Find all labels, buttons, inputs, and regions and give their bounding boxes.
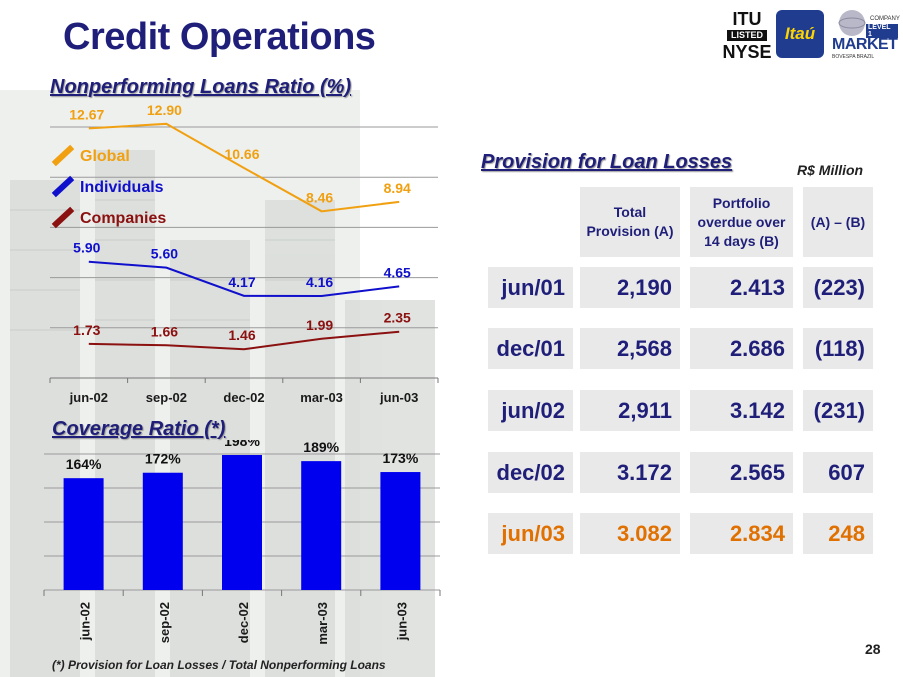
data-label: 189% <box>303 440 339 455</box>
row-total-provision: 3.172 <box>580 452 680 493</box>
legend-item: Global <box>51 144 130 167</box>
bar <box>380 472 421 590</box>
row-total-provision: 2,568 <box>580 328 680 369</box>
market-logo-line1: COMPANY <box>870 16 900 22</box>
data-label: 4.17 <box>228 274 255 290</box>
itau-logo: Itaú <box>776 10 824 58</box>
x-tick-label: mar-03 <box>315 602 330 645</box>
data-label: 172% <box>145 451 181 467</box>
coverage-chart-title: Coverage Ratio (*) <box>52 418 226 440</box>
nyse-logo-line1: ITU <box>732 8 762 29</box>
row-difference: (223) <box>803 267 873 308</box>
series-line <box>88 122 400 213</box>
data-label: 1.73 <box>73 322 100 338</box>
x-tick-label: sep-02 <box>157 602 172 643</box>
col-header-difference: (A) – (B) <box>803 187 873 257</box>
x-tick-label: jun-03 <box>379 390 418 405</box>
data-label: 8.94 <box>384 180 411 196</box>
legend-item: Companies <box>51 206 166 229</box>
legend-swatch <box>51 175 75 198</box>
market-logo-line3: MARKET <box>832 36 898 53</box>
x-tick-label: sep-02 <box>146 390 187 405</box>
row-total-provision: 2,190 <box>580 267 680 308</box>
data-label: 5.60 <box>151 246 178 262</box>
legend-label: Companies <box>80 210 166 227</box>
x-tick-label: jun-03 <box>394 602 409 641</box>
data-label: 8.46 <box>306 189 333 205</box>
row-period: dec/01 <box>488 328 573 369</box>
data-label: 5.90 <box>73 240 100 256</box>
legend-swatch <box>51 144 75 167</box>
footnote: (*) Provision for Loan Losses / Total No… <box>52 658 386 672</box>
row-portfolio-overdue: 2.565 <box>690 452 793 493</box>
x-tick-label: dec-02 <box>223 390 264 405</box>
data-label: 1.99 <box>306 317 333 333</box>
nyse-logo: ITU LISTED NYSE <box>718 6 776 64</box>
x-tick-label: jun-02 <box>69 390 108 405</box>
col-header-portfolio-overdue: Portfolio overdue over 14 days (B) <box>690 187 793 257</box>
units-label: R$ Million <box>797 162 864 178</box>
data-label: 4.65 <box>384 264 411 280</box>
market-logo-line4: BOVESPA BRAZIL <box>832 54 875 60</box>
row-portfolio-overdue: 2.834 <box>690 513 793 554</box>
col-header-total-provision: Total Provision (A) <box>580 187 680 257</box>
data-label: 4.16 <box>306 274 333 290</box>
x-tick-label: jun-02 <box>78 602 93 641</box>
row-portfolio-overdue: 2.686 <box>690 328 793 369</box>
legend-label: Individuals <box>80 179 164 196</box>
bar <box>222 455 262 590</box>
row-total-provision: 3.082 <box>580 513 680 554</box>
market-logo-line2: LEVEL 1 <box>866 24 898 38</box>
legend-label: Global <box>80 148 130 165</box>
page-title: Credit Operations <box>63 16 376 58</box>
row-portfolio-overdue: 3.142 <box>690 390 793 431</box>
row-difference: 607 <box>803 452 873 493</box>
data-label: 12.90 <box>147 102 182 118</box>
data-label: 2.35 <box>384 310 411 326</box>
market-logo: COMPANY LEVEL 1 MARKET BOVESPA BRAZIL <box>830 8 900 64</box>
itau-logo-text: Itaú <box>784 24 816 43</box>
row-period: jun/03 <box>488 513 573 554</box>
series-line <box>88 330 400 351</box>
row-portfolio-overdue: 2.413 <box>690 267 793 308</box>
globe-icon <box>838 10 866 36</box>
data-label: 198% <box>224 440 260 449</box>
bar <box>301 461 342 590</box>
x-tick-label: mar-03 <box>300 390 343 405</box>
row-total-provision: 2,911 <box>580 390 680 431</box>
data-label: 1.66 <box>151 323 178 339</box>
data-label: 10.66 <box>224 146 259 162</box>
row-period: jun/02 <box>488 390 573 431</box>
legend-swatch <box>51 206 75 229</box>
legend-item: Individuals <box>51 175 164 198</box>
row-difference: (231) <box>803 390 873 431</box>
provision-table-title: Provision for Loan Losses <box>481 151 733 173</box>
page-number: 28 <box>865 641 881 657</box>
nyse-logo-line2: LISTED <box>726 29 767 41</box>
nyse-logo-line3: NYSE <box>722 41 772 62</box>
data-label: 1.46 <box>228 327 255 343</box>
row-period: jun/01 <box>488 267 573 308</box>
bar <box>63 478 104 590</box>
coverage-bar-chart: 164% jun-02 172% sep-02 198% dec-02 189% mar-03… <box>43 440 441 645</box>
data-label: 173% <box>382 450 418 466</box>
npl-line-chart: jun-02 sep-02 dec-02 mar-03 jun-03 12.67 12.90… <box>49 102 439 405</box>
row-difference: (118) <box>803 328 873 369</box>
series-line <box>88 260 400 298</box>
row-period: dec/02 <box>488 452 573 493</box>
data-label: 164% <box>66 456 102 472</box>
data-label: 12.67 <box>69 106 104 122</box>
bar <box>142 472 183 590</box>
npl-chart-title: Nonperforming Loans Ratio (%) <box>50 76 352 98</box>
row-difference: 248 <box>803 513 873 554</box>
x-tick-label: dec-02 <box>236 602 251 643</box>
